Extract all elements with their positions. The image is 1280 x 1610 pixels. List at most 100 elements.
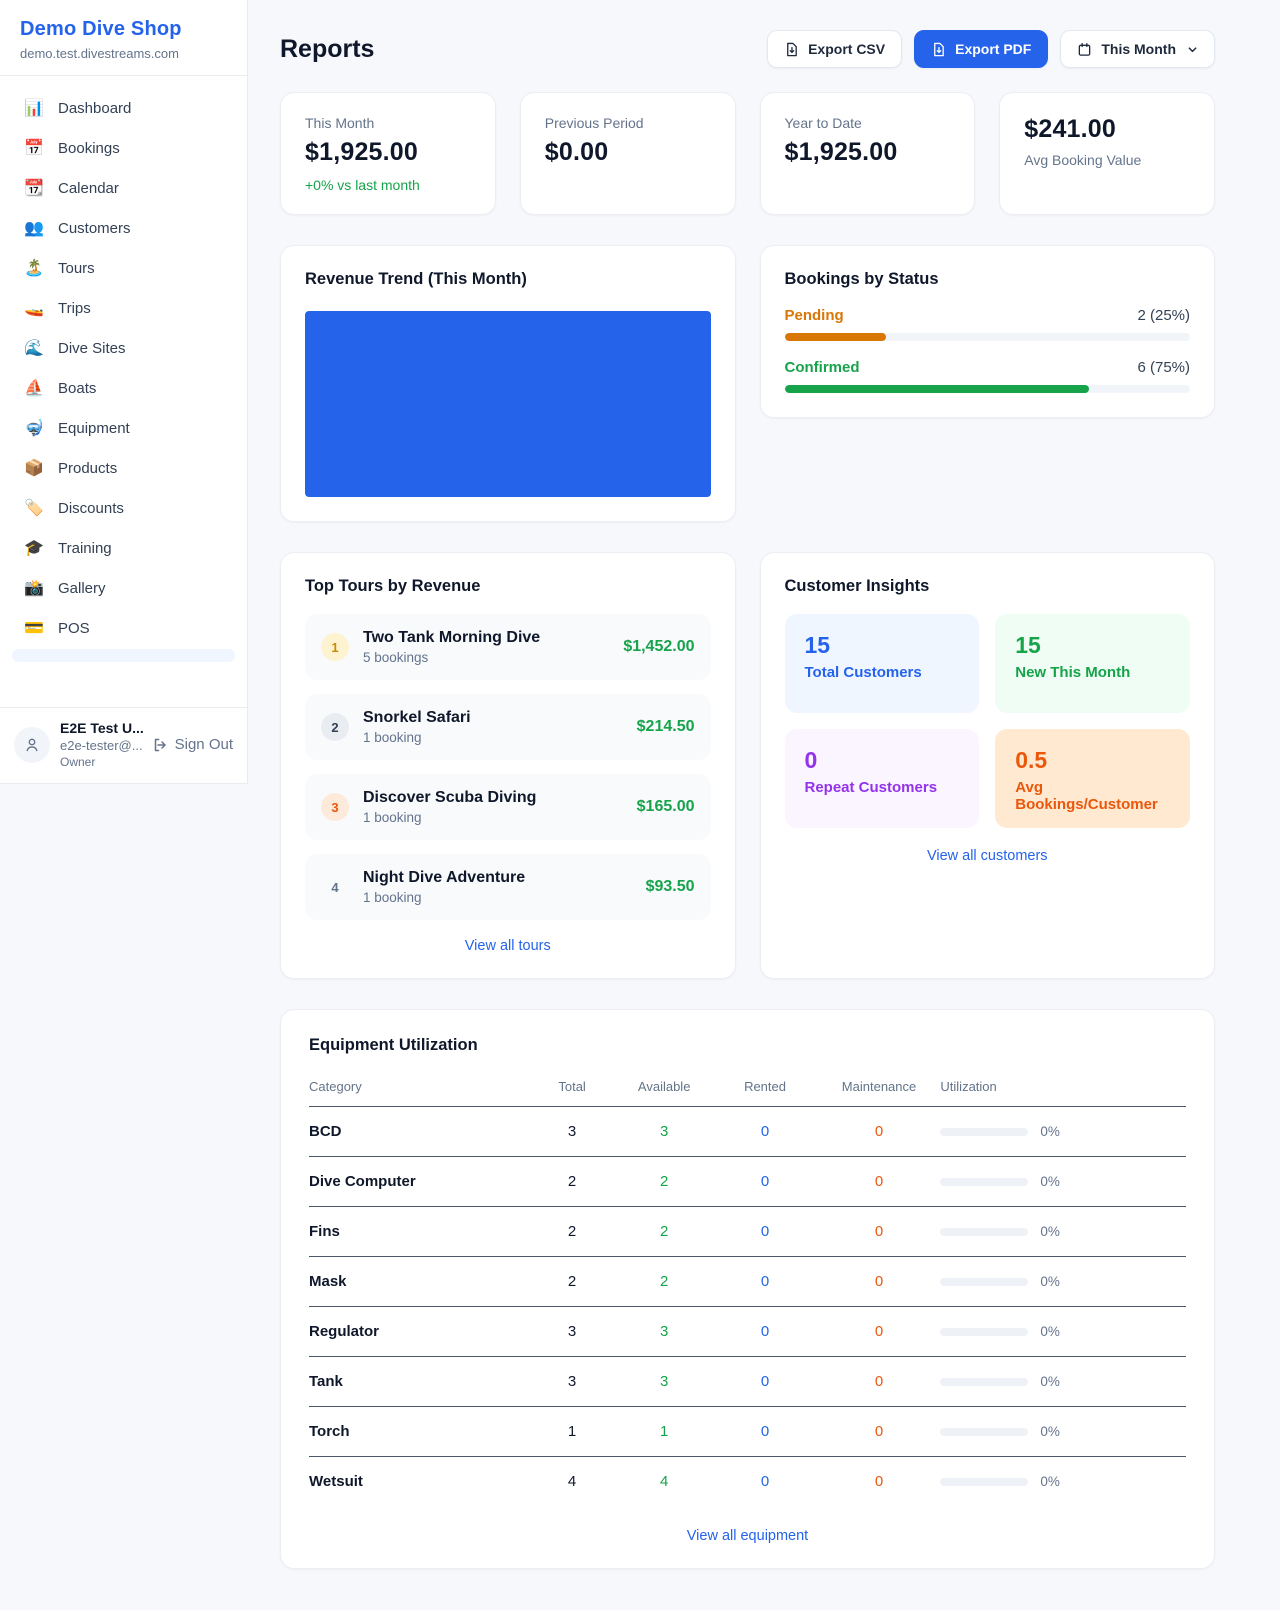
export-csv-label: Export CSV — [808, 41, 886, 57]
equipment-category: Mask — [309, 1256, 529, 1307]
sidebar-item-label: Boats — [58, 379, 97, 397]
tour-revenue: $165.00 — [636, 798, 695, 815]
sidebar-item-reports-active-partial[interactable] — [12, 649, 235, 662]
tour-row: 2 Snorkel Safari 1 booking $214.50 — [305, 694, 711, 760]
utilization-bar — [940, 1327, 1029, 1336]
equipment-table-header: Category Total Available Rented Maintena… — [309, 1069, 1186, 1107]
chevron-down-icon — [1188, 46, 1197, 52]
equipment-category: Torch — [309, 1406, 529, 1457]
equipment-available: 3 — [615, 1306, 713, 1357]
progress-fill-confirmed — [784, 385, 1089, 393]
sidebar-item-label: Equipment — [58, 419, 130, 437]
equipment-row: Tank 3 3 0 0 0% — [309, 1356, 1186, 1407]
utilization-bar — [940, 1227, 1029, 1236]
utilization-percent: 0% — [1040, 1424, 1060, 1439]
tour-revenue: $93.50 — [645, 878, 695, 895]
sidebar-item-calendar[interactable]: 📆 Calendar — [12, 168, 235, 208]
sidebar-item-bookings[interactable]: 📅 Bookings — [12, 128, 235, 168]
calendar-outline-icon — [1079, 42, 1091, 56]
stat-card-year-to-date: Year to Date $1,925.00 — [759, 92, 976, 215]
equipment-row: Regulator 3 3 0 0 0% — [309, 1306, 1186, 1357]
tile-label: New This Month — [1015, 664, 1131, 681]
tour-bookings: 5 bookings — [363, 650, 429, 665]
stat-delta: +0% vs last month — [305, 177, 420, 193]
equipment-row: Mask 2 2 0 0 0% — [309, 1256, 1186, 1307]
sidebar-item-training[interactable]: 🎓 Training — [12, 528, 235, 568]
sidebar-item-label: Calendar — [58, 179, 119, 197]
utilization-bar — [940, 1177, 1029, 1186]
brand-block: Demo Dive Shop demo.test.divestreams.com — [0, 0, 247, 76]
equipment-category: Dive Computer — [309, 1156, 529, 1207]
equipment-utilization: 0% — [940, 1206, 1186, 1257]
equipment-total: 2 — [528, 1256, 616, 1307]
rank-badge: 2 — [321, 713, 349, 741]
export-pdf-button[interactable]: Export PDF — [914, 30, 1049, 68]
sidebar-item-tours[interactable]: 🏝️ Tours — [12, 248, 235, 288]
equipment-table: Category Total Available Rented Maintena… — [309, 1069, 1186, 1506]
col-rented: Rented — [712, 1069, 818, 1107]
sidebar-item-dive-sites[interactable]: 🌊 Dive Sites — [12, 328, 235, 368]
equipment-row: Wetsuit 4 4 0 0 0% — [309, 1457, 1186, 1507]
revenue-trend-title: Revenue Trend (This Month) — [305, 270, 527, 288]
view-all-equipment-link[interactable]: View all equipment — [686, 1528, 809, 1544]
tour-name: Discover Scuba Diving — [363, 789, 537, 806]
logout-icon — [154, 738, 166, 751]
equipment-rented: 0 — [712, 1206, 818, 1257]
sidebar-item-customers[interactable]: 👥 Customers — [12, 208, 235, 248]
sidebar-item-equipment[interactable]: 🤿 Equipment — [12, 408, 235, 448]
period-label: This Month — [1101, 41, 1176, 57]
sidebar-item-gallery[interactable]: 📸 Gallery — [12, 568, 235, 608]
sidebar-item-boats[interactable]: ⛵ Boats — [12, 368, 235, 408]
sidebar-item-label: Gallery — [58, 579, 106, 597]
equipment-available: 3 — [615, 1106, 713, 1157]
package-icon: 📦 — [24, 460, 44, 477]
user-name: E2E Test U... — [60, 720, 144, 736]
tour-bookings: 1 booking — [363, 810, 422, 825]
equipment-available: 4 — [660, 1473, 669, 1490]
sidebar-item-discounts[interactable]: 🏷️ Discounts — [12, 488, 235, 528]
col-available: Available — [615, 1069, 713, 1107]
sidebar-item-trips[interactable]: 🚤 Trips — [12, 288, 235, 328]
tour-bookings: 1 booking — [363, 730, 422, 745]
sidebar-item-label: Dashboard — [58, 99, 132, 117]
tour-list: 1 Two Tank Morning Dive 5 bookings $1,45… — [305, 614, 711, 920]
user-role: Owner — [60, 755, 96, 769]
equipment-category: Regulator — [309, 1306, 529, 1357]
col-total: Total — [528, 1069, 616, 1107]
export-csv-button[interactable]: Export CSV — [767, 30, 903, 68]
sidebar-item-pos[interactable]: 💳 POS — [12, 608, 235, 648]
utilization-bar — [940, 1277, 1029, 1286]
sidebar-item-dashboard[interactable]: 📊 Dashboard — [12, 88, 235, 128]
customer-insights-title: Customer Insights — [784, 577, 930, 595]
equipment-total: 3 — [528, 1356, 616, 1407]
tile-total-customers: 15 Total Customers — [784, 614, 980, 713]
view-all-tours-link[interactable]: View all tours — [464, 938, 551, 954]
sidebar-item-label: POS — [58, 619, 90, 637]
sidebar: Demo Dive Shop demo.test.divestreams.com… — [0, 0, 248, 784]
stats-row: This Month $1,925.00 +0% vs last month P… — [280, 92, 1215, 215]
status-count: 6 (75%) — [1137, 359, 1190, 376]
stat-label: Avg Booking Value — [1024, 152, 1142, 168]
bookings-calendar-icon: 📅 — [24, 140, 44, 157]
shop-title: Demo Dive Shop — [20, 18, 182, 40]
equipment-rented: 0 — [712, 1356, 818, 1407]
stat-label: Year to Date — [784, 115, 862, 131]
view-all-customers-link[interactable]: View all customers — [926, 848, 1048, 864]
insight-tiles: 15 Total Customers 15 New This Month 0 R… — [784, 614, 1190, 828]
insights-row: Top Tours by Revenue 1 Two Tank Morning … — [280, 552, 1215, 979]
top-tours-card: Top Tours by Revenue 1 Two Tank Morning … — [280, 552, 736, 979]
equipment-maintenance: 0 — [874, 1473, 884, 1490]
shop-subdomain: demo.test.divestreams.com — [20, 46, 179, 61]
person-icon — [26, 738, 38, 751]
file-download-icon — [934, 42, 944, 56]
sign-out-label: Sign Out — [174, 736, 233, 753]
calendar-icon: 📆 — [24, 180, 44, 197]
sign-out-button[interactable]: Sign Out — [152, 736, 233, 753]
equipment-utilization: 0% — [940, 1306, 1186, 1357]
period-dropdown[interactable]: This Month — [1060, 30, 1215, 68]
sidebar-item-products[interactable]: 📦 Products — [12, 448, 235, 488]
wave-icon: 🌊 — [24, 340, 44, 357]
bookings-by-status-card: Bookings by Status Pending 2 (25%) Confi… — [759, 245, 1215, 418]
equipment-utilization: 0% — [940, 1156, 1186, 1207]
tile-value: 0 — [804, 747, 818, 773]
